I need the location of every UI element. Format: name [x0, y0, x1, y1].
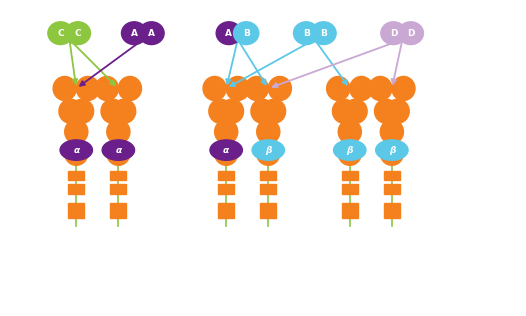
Bar [68, 184, 84, 194]
Ellipse shape [327, 76, 350, 100]
Ellipse shape [107, 141, 130, 165]
Ellipse shape [59, 99, 82, 123]
Text: β: β [347, 146, 353, 155]
Ellipse shape [113, 99, 136, 123]
Text: B: B [320, 29, 327, 38]
Bar [68, 203, 84, 218]
Ellipse shape [245, 76, 268, 100]
Text: D: D [390, 29, 397, 38]
Text: α: α [223, 146, 229, 155]
Bar [342, 171, 358, 180]
Ellipse shape [53, 76, 76, 100]
Ellipse shape [203, 76, 226, 100]
Ellipse shape [338, 141, 361, 165]
Ellipse shape [376, 140, 408, 160]
Ellipse shape [268, 76, 291, 100]
Ellipse shape [95, 76, 118, 100]
Ellipse shape [369, 76, 392, 100]
Text: C: C [57, 29, 64, 38]
Ellipse shape [262, 99, 286, 123]
Text: A: A [130, 29, 138, 38]
Ellipse shape [252, 140, 285, 160]
Bar [384, 184, 400, 194]
Bar [384, 203, 400, 218]
Bar [342, 203, 358, 218]
Ellipse shape [118, 76, 141, 100]
Ellipse shape [139, 22, 164, 45]
Ellipse shape [375, 99, 398, 123]
Bar [384, 171, 400, 180]
Ellipse shape [381, 22, 406, 45]
Ellipse shape [338, 120, 361, 144]
Text: B: B [302, 29, 310, 38]
Ellipse shape [76, 76, 99, 100]
Bar [218, 171, 234, 180]
Bar [218, 203, 234, 218]
Text: C: C [75, 29, 81, 38]
Ellipse shape [209, 99, 232, 123]
Ellipse shape [122, 22, 147, 45]
Ellipse shape [60, 140, 93, 160]
Text: β: β [389, 146, 395, 155]
Ellipse shape [332, 99, 356, 123]
Text: β: β [265, 146, 271, 155]
Ellipse shape [101, 99, 124, 123]
Bar [218, 184, 234, 194]
Ellipse shape [350, 76, 373, 100]
Ellipse shape [257, 141, 280, 165]
Ellipse shape [294, 22, 319, 45]
Ellipse shape [65, 120, 88, 144]
Ellipse shape [333, 140, 366, 160]
Ellipse shape [210, 140, 242, 160]
Ellipse shape [107, 120, 130, 144]
Ellipse shape [102, 140, 135, 160]
Bar [260, 184, 276, 194]
Text: B: B [242, 29, 250, 38]
Ellipse shape [380, 141, 403, 165]
Ellipse shape [65, 22, 90, 45]
Ellipse shape [216, 22, 241, 45]
Bar [68, 171, 84, 180]
Text: A: A [225, 29, 232, 38]
Bar [260, 203, 276, 218]
Ellipse shape [257, 120, 280, 144]
Ellipse shape [311, 22, 336, 45]
Ellipse shape [215, 120, 238, 144]
Text: α: α [73, 146, 79, 155]
Bar [110, 184, 126, 194]
Ellipse shape [70, 99, 94, 123]
Ellipse shape [234, 22, 259, 45]
Bar [342, 184, 358, 194]
Ellipse shape [392, 76, 415, 100]
Text: D: D [407, 29, 414, 38]
Ellipse shape [226, 76, 249, 100]
Ellipse shape [65, 141, 88, 165]
Ellipse shape [48, 22, 73, 45]
Bar [260, 171, 276, 180]
Text: A: A [148, 29, 155, 38]
Text: α: α [115, 146, 122, 155]
Ellipse shape [251, 99, 274, 123]
Ellipse shape [380, 120, 403, 144]
Ellipse shape [215, 141, 238, 165]
Bar [110, 171, 126, 180]
Ellipse shape [344, 99, 367, 123]
Ellipse shape [386, 99, 409, 123]
Ellipse shape [398, 22, 423, 45]
Bar [110, 203, 126, 218]
Ellipse shape [220, 99, 244, 123]
